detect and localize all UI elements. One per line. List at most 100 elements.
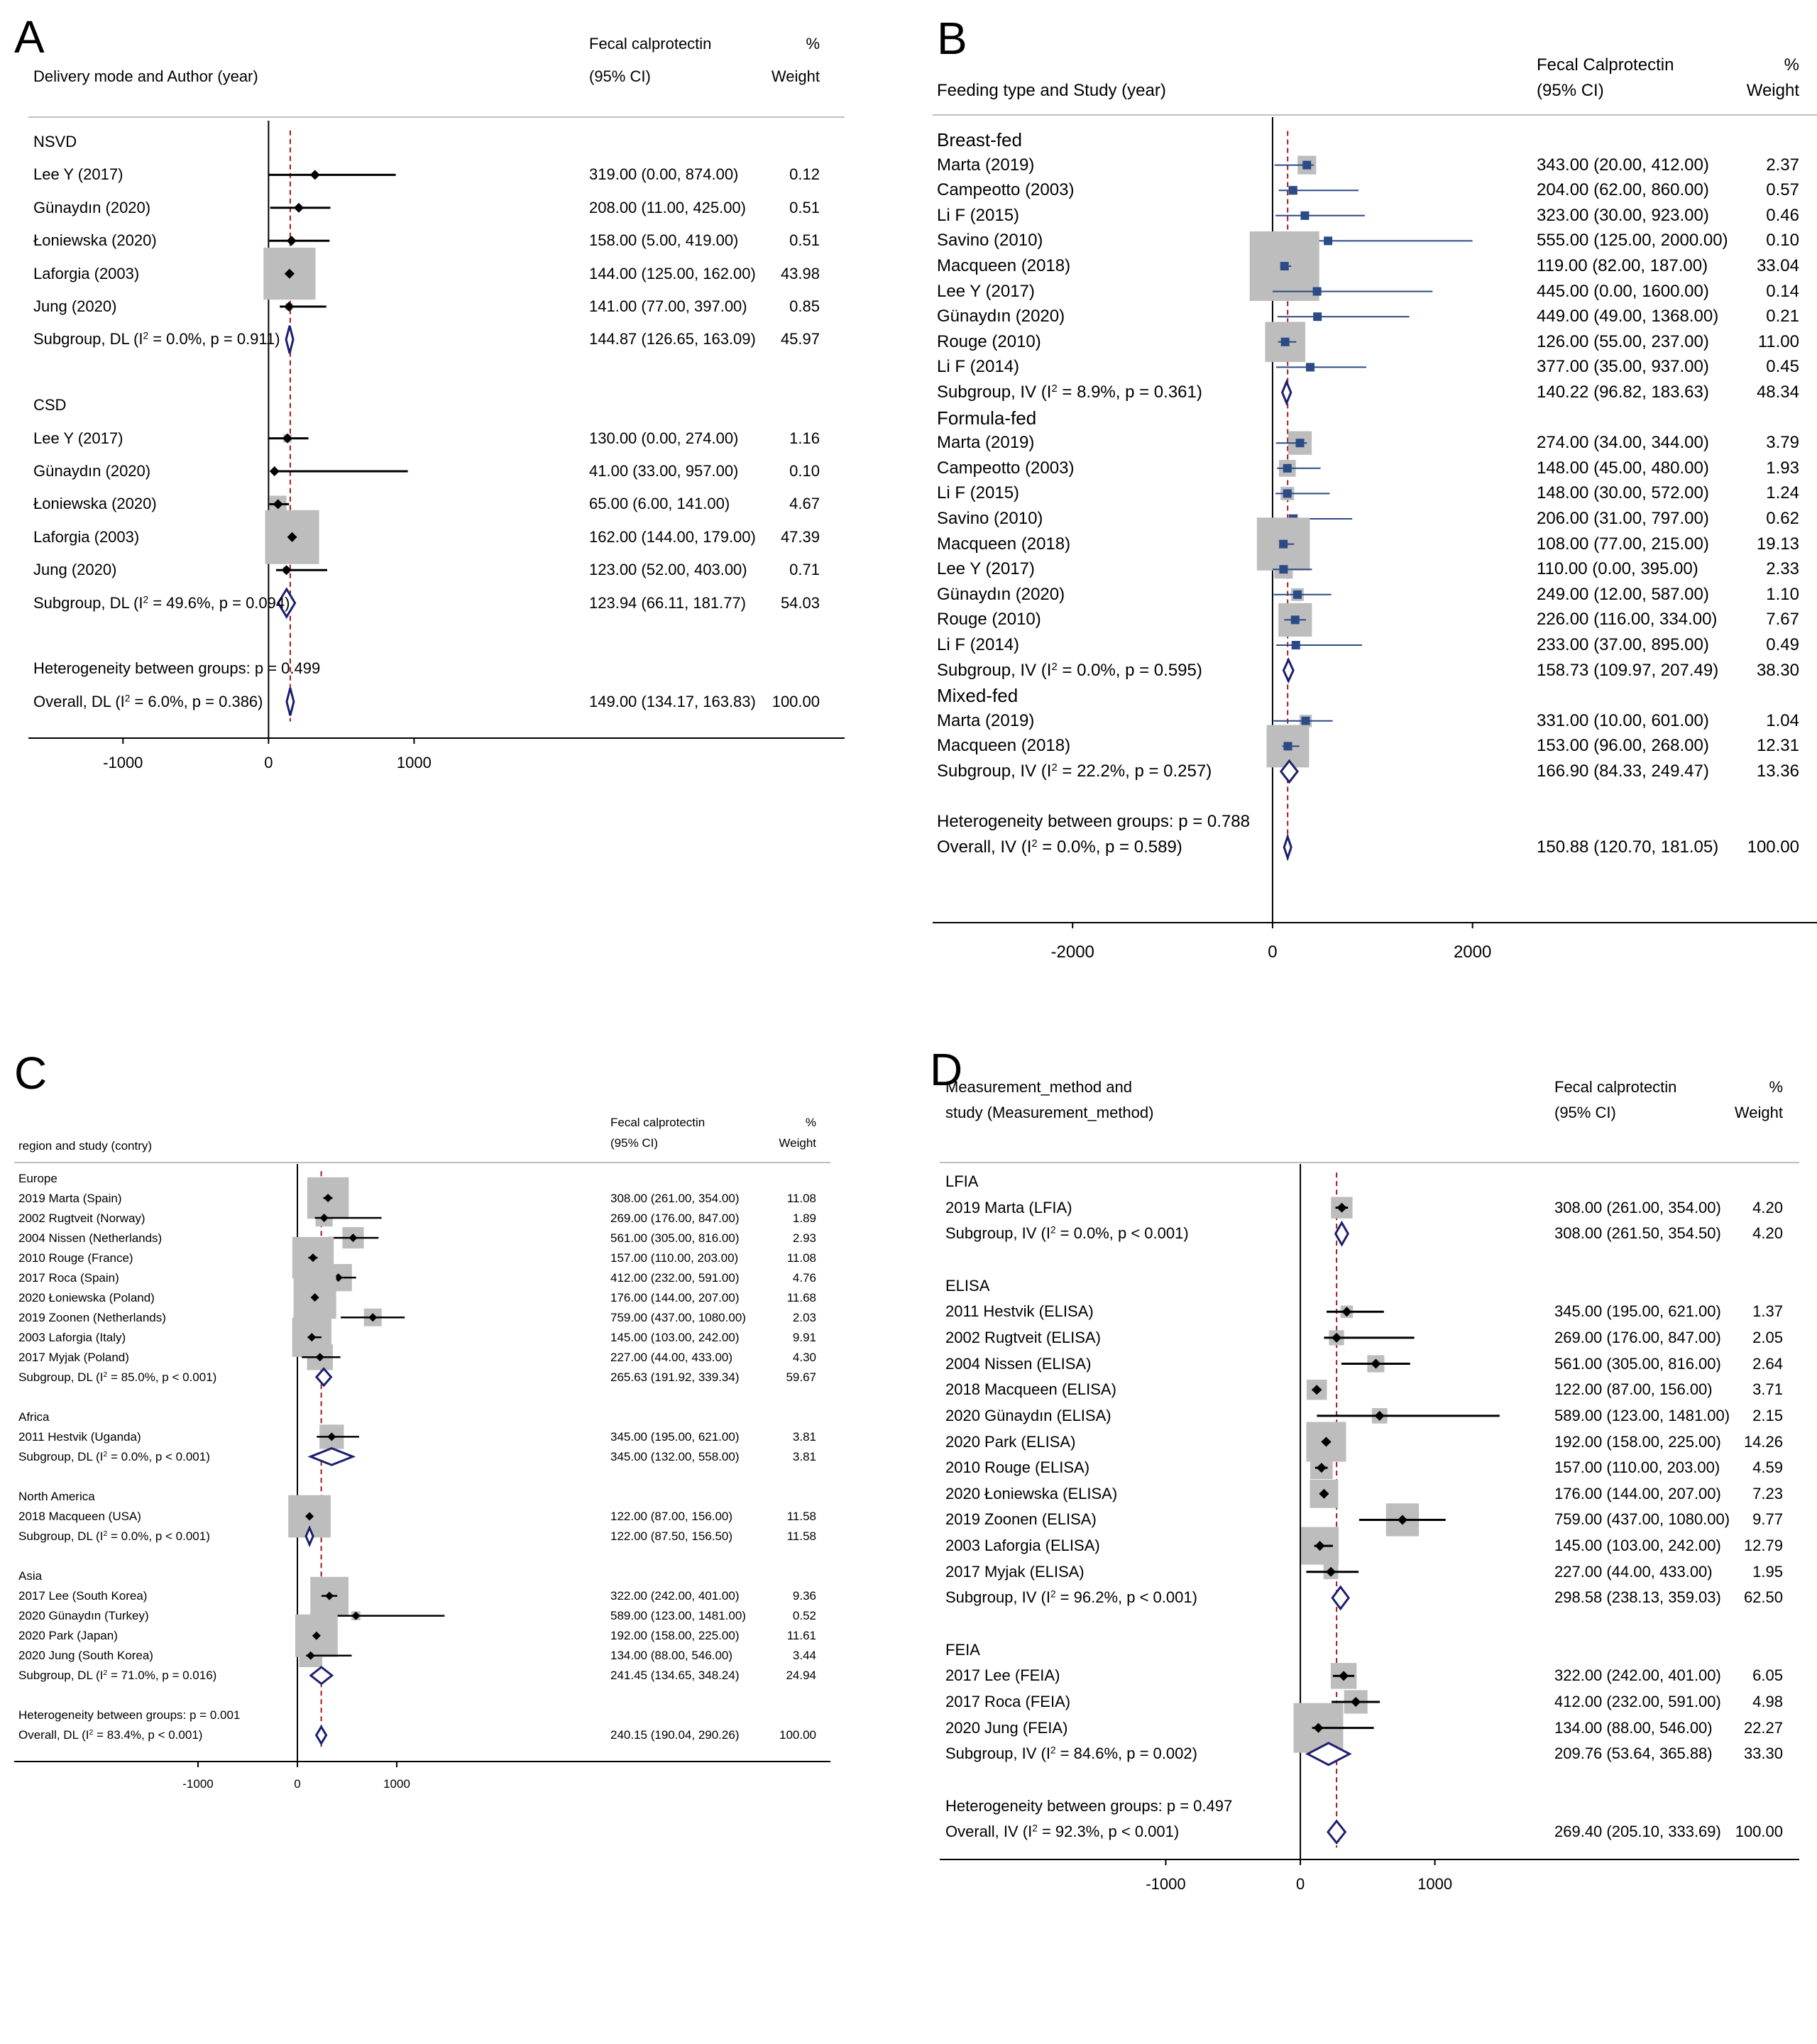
x-tick-label: 0 [1295,1875,1305,1893]
overall-summary-label: Overall, IV (I2 = 0.0%, p = 0.589) [937,837,1182,857]
study-column-header: region and study (contry) [18,1138,153,1153]
study-label: Li F (2014) [937,635,1020,654]
study-column-header: study (Measurement_method) [945,1104,1154,1121]
weight-value: 48.34 [1756,383,1799,402]
overall-summary-label: Overall, DL (I2 = 6.0%, p = 0.386) [33,693,263,710]
study-point-estimate [269,466,280,476]
subgroup-pooled-diamond [304,1524,314,1548]
study-label: 2011 Hestvik (ELISA) [945,1302,1094,1321]
label-suffix: = 83.4%, p < 0.001) [93,1728,203,1742]
label-suffix: = 8.9%, p = 0.361) [1057,383,1202,402]
subgroup-summary-label: Subgroup, DL (I2 = 49.6%, p = 0.094) [33,595,290,611]
subgroup-summary-label: Subgroup, DL (I2 = 0.0%, p = 0.911) [33,331,280,347]
label-suffix: = 0.0%, p = 0.911) [148,330,280,348]
i-squared-superscript: 2 [1032,1823,1038,1834]
effect-ci-value: 134.00 (88.00, 546.00) [1554,1718,1713,1737]
label-prefix: Subgroup, DL (I [18,1529,104,1544]
weight-value: 11.58 [786,1529,816,1544]
subgroup-heading: Formula-fed [937,407,1037,429]
weight-value: 7.67 [1766,610,1799,630]
weight-value: 3.81 [792,1429,816,1444]
weight-value: 100.00 [1735,1823,1783,1841]
effect-ci-value: 130.00 (0.00, 274.00) [589,429,739,447]
i-squared-superscript: 2 [1050,1224,1056,1236]
study-label: 2020 Łoniewska (ELISA) [945,1484,1118,1502]
study-point-estimate [1339,1671,1349,1681]
effect-ci-value: 241.45 (134.65, 348.24) [610,1669,740,1683]
effect-ci-value: 144.87 (126.65, 163.09) [589,330,756,348]
weight-column-subheader: Weight [1734,1104,1783,1121]
weight-column-subheader: Weight [1746,81,1799,100]
effect-ci-value: 274.00 (34.00, 344.00) [1537,433,1709,453]
weight-value: 11.68 [786,1290,816,1304]
study-point-estimate [1280,262,1289,270]
effect-ci-value: 233.00 (37.00, 895.00) [1537,635,1709,654]
i-squared-superscript: 2 [124,693,131,704]
weight-value: 0.45 [1766,357,1799,377]
study-label: Laforgia (2003) [33,264,140,282]
study-label: 2017 Myjak (Poland) [18,1350,129,1364]
study-point-estimate [1341,1307,1352,1317]
x-tick-label: 1000 [396,754,432,771]
weight-value: 12.79 [1743,1537,1783,1555]
study-label: 2019 Zoonen (ELISA) [945,1510,1097,1529]
study-label: 2018 Macqueen (USA) [18,1510,141,1523]
study-label: 2011 Hestvik (Uganda) [18,1429,141,1444]
weight-value: 4.67 [789,495,820,513]
i-squared-superscript: 2 [143,330,149,341]
study-label: 2002 Rugtveit (Norway) [18,1211,146,1225]
study-label: 2020 Jung (South Korea) [18,1649,153,1663]
effect-ci-value: 41.00 (33.00, 957.00) [589,462,739,480]
weight-value: 3.44 [792,1649,816,1663]
i-squared-superscript: 2 [143,594,149,605]
label-suffix: = 71.0%, p = 0.016) [107,1669,217,1683]
study-label: 2020 Günaydın (Turkey) [18,1609,149,1623]
label-prefix: Subgroup, DL (I [18,1449,104,1463]
weight-value: 0.49 [1766,635,1799,654]
effect-ci-value: 153.00 (96.00, 268.00) [1537,736,1709,756]
effect-ci-value: 122.00 (87.00, 156.00) [610,1510,733,1523]
effect-ci-value: 319.00 (0.00, 874.00) [589,165,739,184]
weight-column-header: % [806,35,820,53]
study-point-estimate [294,202,304,213]
effect-ci-value: 345.00 (195.00, 621.00) [1554,1302,1721,1321]
study-point-estimate [327,1432,336,1441]
study-label: Lee Y (2017) [33,429,123,447]
study-point-estimate [1313,1722,1324,1733]
subgroup-summary-label: Subgroup, IV (I2 = 22.2%, p = 0.257) [937,762,1212,780]
effect-ci-value: 227.00 (44.00, 433.00) [1554,1562,1713,1581]
overall-summary-label: Overall, IV (I2 = 92.3%, p < 0.001) [945,1823,1179,1840]
i-squared-superscript: 2 [1051,762,1058,774]
subgroup-pooled-diamond [309,1666,334,1686]
effect-ci-value: 123.94 (66.11, 181.77) [589,593,746,612]
subgroup-summary-label: Subgroup, IV (I2 = 84.6%, p = 0.002) [945,1745,1197,1762]
study-point-estimate [368,1313,378,1322]
study-point-estimate [1336,1202,1347,1213]
effect-ci-value: 226.00 (116.00, 334.00) [1537,610,1718,630]
study-point-estimate [1290,615,1300,625]
weight-value: 2.05 [1752,1328,1783,1346]
effect-ci-value: 122.00 (87.00, 156.00) [1554,1380,1713,1399]
label-suffix: = 0.0%, p = 0.589) [1037,837,1182,857]
label-prefix: Subgroup, IV (I [937,660,1052,680]
label-suffix: = 0.0%, p = 0.595) [1057,660,1202,680]
weight-value: 9.91 [792,1330,816,1344]
weight-value: 1.89 [792,1211,816,1225]
effect-ci-value: 208.00 (11.00, 425.00) [589,198,746,216]
weight-value: 4.20 [1752,1198,1783,1216]
effect-ci-value: 148.00 (30.00, 572.00) [1537,483,1709,503]
weight-value: 0.46 [1766,205,1799,225]
heterogeneity-note: Heterogeneity between groups: p = 0.497 [945,1796,1233,1815]
effect-ci-value: 345.00 (132.00, 558.00) [610,1449,740,1463]
label-prefix: Subgroup, DL (I [33,330,143,348]
effect-ci-value: 759.00 (437.00, 1080.00) [610,1310,746,1324]
label-prefix: Subgroup, IV (I [945,1588,1050,1607]
effect-column-subheader: (95% CI) [610,1136,659,1150]
effect-ci-value: 412.00 (232.00, 591.00) [1554,1693,1721,1710]
study-label: 2003 Laforgia (ELISA) [945,1537,1100,1555]
weight-value: 2.64 [1752,1354,1783,1373]
effect-ci-value: 162.00 (144.00, 179.00) [589,527,756,546]
effect-ci-value: 192.00 (158.00, 225.00) [1554,1432,1721,1451]
label-prefix: Subgroup, IV (I [945,1224,1050,1243]
study-point-estimate [1313,312,1322,322]
